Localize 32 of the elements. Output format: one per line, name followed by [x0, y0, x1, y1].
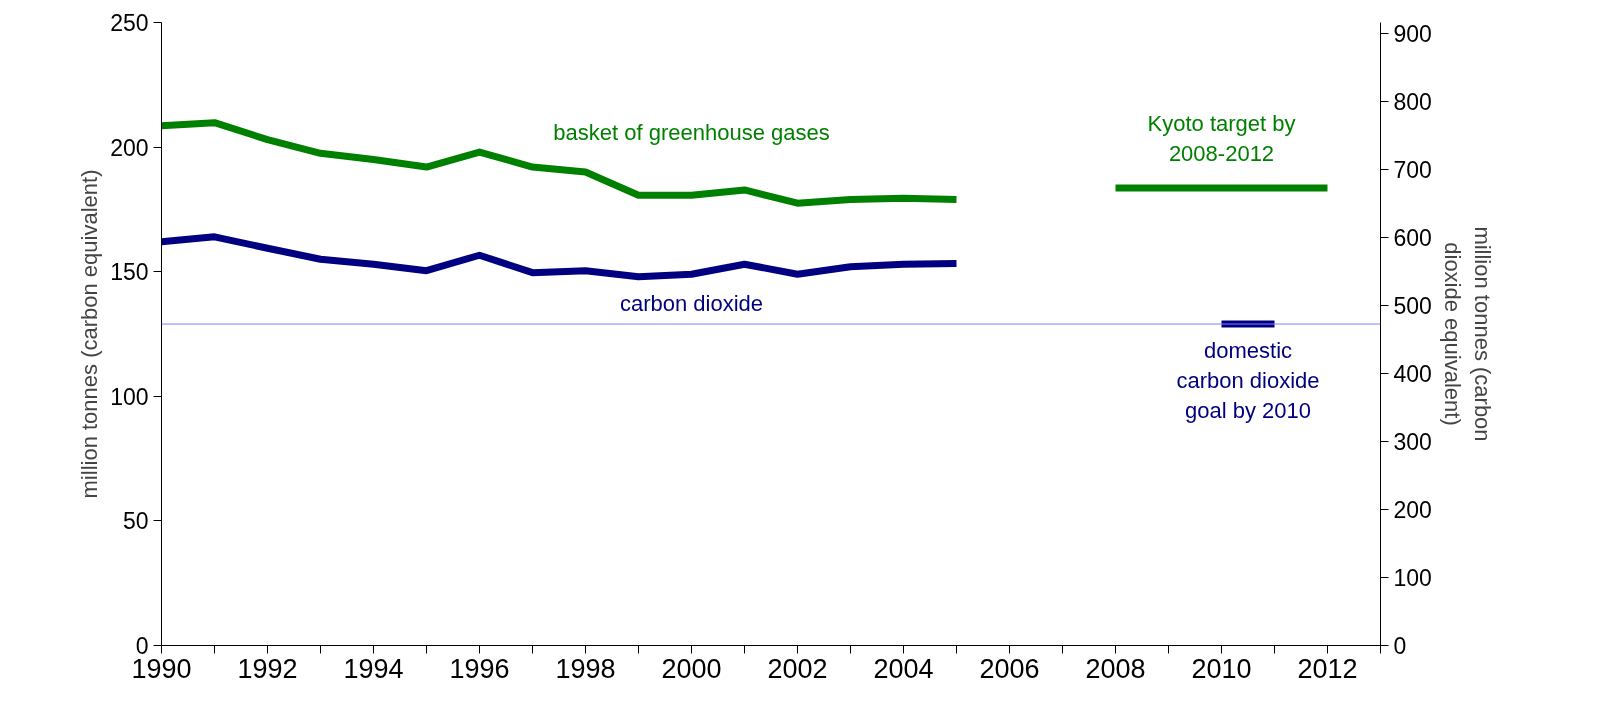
y-tick-label: 100: [110, 383, 149, 410]
x-tick-label: 1992: [237, 653, 298, 684]
x-tick-label: 2000: [661, 653, 722, 684]
y2-tick-label: 200: [1393, 497, 1432, 524]
y2-tick-label: 900: [1393, 21, 1432, 48]
series-label: basket of greenhouse gases: [553, 120, 830, 146]
x-tick-label: 2006: [979, 653, 1040, 684]
x-tick-label: 1994: [343, 653, 404, 684]
y-axis-title: million tonnes (carbon equivalent): [77, 169, 103, 499]
y2-axis-title: million tonnes (carbon dioxide equivalent): [1439, 226, 1495, 442]
x-tick-label: 2002: [767, 653, 828, 684]
x-tick-label: 2012: [1297, 653, 1358, 684]
text: domestic carbon dioxide goal by 2010: [1176, 338, 1320, 424]
series-label: carbon dioxide: [619, 290, 764, 316]
y-tick-label: 250: [110, 10, 149, 36]
x-tick-label: 2010: [1191, 653, 1252, 684]
y2-tick-label: 300: [1393, 429, 1432, 456]
y2-tick-label: 700: [1393, 157, 1432, 184]
y2-tick-label: 100: [1393, 565, 1432, 592]
series-label: Kyoto target by 2008-2012: [1147, 110, 1296, 166]
y2-tick-label: 400: [1393, 361, 1432, 388]
y2-tick-label: 800: [1393, 89, 1432, 116]
y2-tick-label: 600: [1393, 225, 1432, 252]
x-tick-label: 2004: [873, 653, 934, 684]
y-tick-label: 200: [110, 134, 149, 161]
y2-tick-label: 0: [1393, 633, 1407, 659]
x-tick-label: 1996: [449, 653, 510, 684]
y-tick-label: 50: [122, 508, 149, 535]
x-tick-label: 2008: [1085, 653, 1146, 684]
y2-tick-label: 500: [1393, 293, 1432, 320]
x-tick-label: 1998: [555, 653, 616, 684]
y-tick-label: 150: [110, 259, 149, 286]
